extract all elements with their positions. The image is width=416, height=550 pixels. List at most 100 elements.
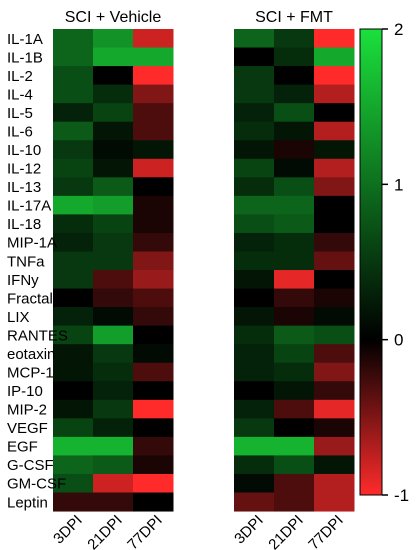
- heatmap-cell: [274, 177, 315, 197]
- heatmap-cell: [234, 29, 275, 49]
- row-label: IL-4: [7, 86, 33, 103]
- heatmap-cell: [314, 362, 355, 382]
- heatmap-cell: [53, 473, 94, 493]
- heatmap-cell: [53, 362, 94, 382]
- heatmap-cell: [133, 140, 174, 160]
- color-scale-bar: 2 1 0 -1: [359, 20, 409, 505]
- heatmap-cell: [234, 473, 275, 493]
- heatmap-cell: [234, 307, 275, 327]
- heatmap-cell: [234, 214, 275, 234]
- heatmap-cell: [314, 47, 355, 67]
- heatmap-cell: [133, 473, 174, 493]
- heatmap-cell: [93, 214, 134, 234]
- heatmap-cell: [314, 29, 355, 49]
- row-label: IP-10: [7, 383, 43, 400]
- heatmap-cell: [53, 121, 94, 141]
- heatmap-cell: [53, 251, 94, 271]
- heatmap-cell: [93, 232, 134, 252]
- row-label: IL-17A: [7, 198, 51, 215]
- heatmap-cell: [274, 214, 315, 234]
- row-label: RANTES: [7, 327, 68, 344]
- column-label: 3DPI: [231, 512, 267, 548]
- row-label: IL-10: [7, 142, 41, 159]
- heatmap-cell: [133, 436, 174, 456]
- heatmap-cell: [314, 177, 355, 197]
- heatmap-cell: [274, 66, 315, 86]
- heatmap-cell: [314, 473, 355, 493]
- heatmap-cell: [314, 455, 355, 475]
- heatmap-cell: [234, 84, 275, 104]
- heatmap-cell: [93, 47, 134, 67]
- heatmap-cell: [53, 418, 94, 438]
- heatmap-cell: [274, 232, 315, 252]
- panel-sci-vehicle: SCI + Vehicle: [53, 9, 174, 512]
- heatmap-cell: [133, 270, 174, 290]
- heatmap-cell: [93, 362, 134, 382]
- heatmap-cell: [274, 436, 315, 456]
- heatmap-cell: [234, 177, 275, 197]
- row-label: VEGF: [7, 420, 48, 437]
- heatmap-cell: [53, 455, 94, 475]
- heatmap-cell: [274, 492, 315, 512]
- row-label: MCP-1: [7, 364, 54, 381]
- heatmap-cell: [53, 84, 94, 104]
- heatmap-cell: [314, 121, 355, 141]
- heatmap-cell: [274, 140, 315, 160]
- heatmap-cell: [93, 121, 134, 141]
- heatmap-cell: [314, 344, 355, 364]
- heatmap-cell: [133, 344, 174, 364]
- heatmap-cell: [53, 177, 94, 197]
- heatmap-cell: [93, 492, 134, 512]
- heatmap-cell: [314, 288, 355, 308]
- heatmap-cell: [93, 29, 134, 49]
- heatmap-cell: [53, 103, 94, 123]
- heatmap-cell: [274, 47, 315, 67]
- row-label: Fractalkine: [7, 290, 80, 307]
- heatmap-cell: [274, 325, 315, 345]
- heatmap-cell: [93, 325, 134, 345]
- heatmap-cell: [53, 325, 94, 345]
- heatmap-cell: [274, 362, 315, 382]
- heatmap-cell: [314, 195, 355, 215]
- heatmap-cell: [234, 436, 275, 456]
- heatmap-cell: [234, 418, 275, 438]
- heatmap-cell: [234, 195, 275, 215]
- heatmap-cell: [274, 399, 315, 419]
- heatmap-cell: [93, 66, 134, 86]
- row-label: IL-5: [7, 105, 33, 122]
- panel-title: SCI + Vehicle: [65, 9, 162, 26]
- panel-sci-fmt: SCI + FMT: [234, 9, 355, 512]
- heatmap-cell: [53, 492, 94, 512]
- heatmap-cell: [133, 492, 174, 512]
- heatmap-cell: [53, 66, 94, 86]
- heatmap-cell: [234, 47, 275, 67]
- heatmap-cell: [93, 399, 134, 419]
- heatmap-cell: [133, 251, 174, 271]
- heatmap-cell: [314, 436, 355, 456]
- heatmap-cell: [93, 177, 134, 197]
- heatmap-cell: [93, 251, 134, 271]
- column-label: 21DPI: [84, 512, 126, 550]
- heatmap-cell: [93, 140, 134, 160]
- heatmap-cell: [314, 399, 355, 419]
- heatmap-cell: [274, 103, 315, 123]
- row-label: G-CSF: [7, 457, 54, 474]
- heatmap-cell: [234, 103, 275, 123]
- heatmap-cell: [274, 84, 315, 104]
- row-label: EGF: [7, 439, 38, 456]
- row-label: LIX: [7, 309, 30, 326]
- row-label: Leptin: [7, 494, 48, 511]
- heatmap-cell: [234, 288, 275, 308]
- heatmap-cell: [274, 195, 315, 215]
- heatmap-cell: [274, 455, 315, 475]
- heatmap-cell: [133, 455, 174, 475]
- heatmap-cell: [53, 29, 94, 49]
- row-label: GM-CSF: [7, 476, 66, 493]
- heatmap-cell: [314, 270, 355, 290]
- heatmap-cell: [314, 325, 355, 345]
- heatmap-cell: [234, 455, 275, 475]
- heatmap-cell: [93, 195, 134, 215]
- panel-title: SCI + FMT: [255, 9, 333, 26]
- heatmap-cell: [314, 251, 355, 271]
